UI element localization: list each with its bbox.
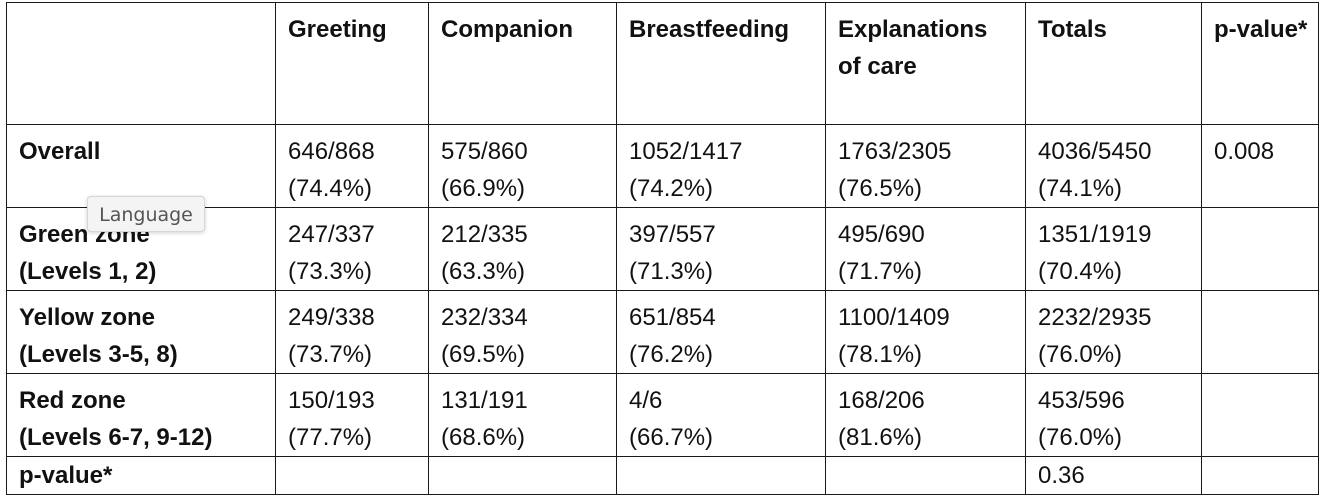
cell-count: 1763/2305: [838, 138, 952, 165]
table-cell: 397/557 (71.3%): [616, 207, 826, 291]
table-cell: 131/191 (68.6%): [428, 373, 617, 457]
cell-percent: (74.2%): [629, 175, 714, 202]
cell-percent: (76.0%): [1038, 424, 1123, 451]
header-cell-explanations-of-care: Explanations of care: [825, 2, 1026, 125]
row-label-sub: (Levels 1, 2): [19, 258, 157, 285]
cell-count: 646/868: [288, 138, 375, 165]
table-cell: [1201, 207, 1319, 291]
table-row: Overall 646/868 (74.4%) 575/860 (66.9%) 10…: [6, 124, 1319, 208]
table-cell: 232/334 (69.5%): [428, 290, 617, 374]
language-tooltip: Language: [87, 196, 205, 232]
header-cell-empty: [6, 2, 276, 125]
cell-percent: (76.5%): [838, 175, 923, 202]
cell-percent: (71.3%): [629, 258, 714, 285]
table-cell: 1351/1919 (70.4%): [1025, 207, 1202, 291]
cell-percent: (66.7%): [629, 424, 714, 451]
cell-count: 212/335: [441, 221, 528, 248]
cell-count: 150/193: [288, 387, 375, 414]
cell-count: 397/557: [629, 221, 716, 248]
header-cell-companion: Companion: [428, 2, 617, 125]
cell-percent: (63.3%): [441, 258, 526, 285]
cell-percent: (74.1%): [1038, 175, 1123, 202]
table-cell: 247/337 (73.3%): [275, 207, 429, 291]
row-label-overall: Overall: [6, 124, 276, 208]
cell-percent: (73.7%): [288, 341, 373, 368]
cell-count: 495/690: [838, 221, 925, 248]
table-cell: 495/690 (71.7%): [825, 207, 1026, 291]
table-cell: 0.008: [1201, 124, 1319, 208]
cell-count: 232/334: [441, 304, 528, 331]
table-cell: 651/854 (76.2%): [616, 290, 826, 374]
cell-count: 4/6: [629, 387, 663, 414]
table-cell: 212/335 (63.3%): [428, 207, 617, 291]
table-row: Yellow zone (Levels 3-5, 8) 249/338 (73.7%…: [6, 290, 1319, 374]
table-row: Red zone (Levels 6-7, 9-12) 150/193 (77.7%…: [6, 373, 1319, 457]
table-cell: 249/338 (73.7%): [275, 290, 429, 374]
table-cell: 575/860 (66.9%): [428, 124, 617, 208]
cell-percent: (68.6%): [441, 424, 526, 451]
table-cell: 2232/2935 (76.0%): [1025, 290, 1202, 374]
table-cell: 4/6 (66.7%): [616, 373, 826, 457]
cell-count: 131/191: [441, 387, 528, 414]
row-label-sub: (Levels 6-7, 9-12): [19, 424, 213, 451]
cell-percent: (76.2%): [629, 341, 714, 368]
row-label-yellow-zone: Yellow zone (Levels 3-5, 8): [6, 290, 276, 374]
header-cell-p-value: p-value*: [1201, 2, 1319, 125]
table-cell: [1201, 373, 1319, 457]
cell-percent: (71.7%): [838, 258, 923, 285]
table-cell: 646/868 (74.4%): [275, 124, 429, 208]
row-label-line: Overall: [19, 138, 101, 165]
row-label-line: Yellow zone: [19, 304, 156, 331]
row-label-red-zone: Red zone (Levels 6-7, 9-12): [6, 373, 276, 457]
table-row: Green zone (Levels 1, 2) 247/337 (73.3%) 2…: [6, 207, 1319, 291]
cell-percent: (66.9%): [441, 175, 526, 202]
header-cell-breastfeeding: Breastfeeding: [616, 2, 826, 125]
cell-percent: (73.3%): [288, 258, 373, 285]
results-table: Greeting Companion Breastfeeding Explana…: [6, 2, 1319, 495]
cell-count: 1052/1417: [629, 138, 743, 165]
table-cell: 1763/2305 (76.5%): [825, 124, 1026, 208]
row-label-line: Red zone: [19, 387, 126, 414]
table-cell: 168/206 (81.6%): [825, 373, 1026, 457]
cell-count: 168/206: [838, 387, 925, 414]
table-cell: 1100/1409 (78.1%): [825, 290, 1026, 374]
row-label-sub: (Levels 3-5, 8): [19, 341, 178, 368]
cell-count: 575/860: [441, 138, 528, 165]
cell-p-value: 0.008: [1214, 138, 1275, 165]
cell-count: 651/854: [629, 304, 716, 331]
cell-count: 453/596: [1038, 387, 1125, 414]
cell-count: 249/338: [288, 304, 375, 331]
cell-count: 1351/1919: [1038, 221, 1152, 248]
table-cell: [1201, 290, 1319, 374]
header-cell-totals: Totals: [1025, 2, 1202, 125]
cell-percent: (77.7%): [288, 424, 373, 451]
cell-percent: (70.4%): [1038, 258, 1123, 285]
table-cell: 150/193 (77.7%): [275, 373, 429, 457]
cell-count: 247/337: [288, 221, 375, 248]
header-cell-greeting: Greeting: [275, 2, 429, 125]
table-cell: 4036/5450 (74.1%): [1025, 124, 1202, 208]
cell-count: 1100/1409: [838, 304, 950, 331]
cell-percent: (76.0%): [1038, 341, 1123, 368]
table-header-row: Greeting Companion Breastfeeding Explana…: [6, 2, 1319, 125]
cell-percent: (81.6%): [838, 424, 923, 451]
cell-count: 2232/2935: [1038, 304, 1152, 331]
table-cell: 1052/1417 (74.2%): [616, 124, 826, 208]
cell-percent: (78.1%): [838, 341, 923, 368]
cell-count: 4036/5450: [1038, 138, 1152, 165]
cell-percent: (74.4%): [288, 175, 373, 202]
table-cell: 453/596 (76.0%): [1025, 373, 1202, 457]
cell-percent: (69.5%): [441, 341, 526, 368]
